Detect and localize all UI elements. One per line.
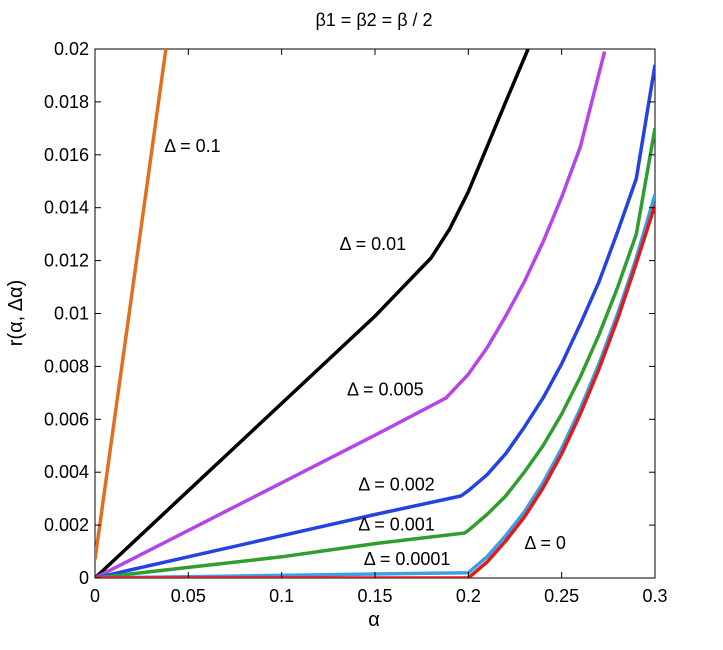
y-axis: 0 0.002 0.004 0.006 0.008 0.01 0.012 0.014 0.016… [44, 39, 655, 588]
x-axis-label: α [368, 609, 380, 631]
annotation-label: Δ = 0 [524, 533, 566, 553]
x-tick-label: 0.1 [269, 586, 294, 606]
x-tick-label: 0.15 [357, 586, 392, 606]
y-tick-label: 0 [79, 568, 89, 588]
y-tick-label: 0.002 [44, 515, 89, 535]
series-line-1 [95, 49, 530, 578]
series-line-3 [95, 64, 655, 578]
annotation-label: Δ = 0.001 [358, 514, 435, 534]
y-axis-label: r(α, Δα) [5, 280, 27, 346]
annotation-layer: Δ = 0.1 Δ = 0.01 Δ = 0.005 Δ = 0.002 Δ = 0.0… [164, 136, 566, 569]
annotation-label: Δ = 0.002 [358, 475, 435, 495]
x-tick-label: 0.25 [544, 586, 579, 606]
y-tick-label: 0.012 [44, 251, 89, 271]
y-tick-label: 0.006 [44, 409, 89, 429]
annotation-label: Δ = 0.1 [164, 136, 221, 156]
y-tick-label: 0.016 [44, 145, 89, 165]
x-tick-label: 0.05 [171, 586, 206, 606]
annotation-label: Δ = 0.01 [340, 234, 407, 254]
annotation-label: Δ = 0.0001 [364, 549, 451, 569]
y-tick-label: 0.014 [44, 198, 89, 218]
y-tick-label: 0.008 [44, 356, 89, 376]
x-tick-label: 0.2 [456, 586, 481, 606]
series-line-5 [95, 194, 655, 578]
chart-title: β1 = β2 = β / 2 [315, 10, 432, 30]
y-tick-label: 0.01 [54, 304, 89, 324]
x-tick-label: 0 [90, 586, 100, 606]
series-line-0 [95, 49, 168, 560]
x-axis: 0 0.05 0.1 0.15 0.2 0.25 0.3 [90, 49, 668, 606]
series-line-2 [95, 51, 607, 578]
y-tick-label: 0.004 [44, 462, 89, 482]
series-layer [95, 49, 655, 578]
annotation-label: Δ = 0.005 [347, 379, 424, 399]
series-line-6 [95, 204, 655, 578]
y-tick-label: 0.018 [44, 92, 89, 112]
x-tick-label: 0.3 [642, 586, 667, 606]
series-line-4 [95, 127, 655, 578]
y-tick-label: 0.02 [54, 39, 89, 59]
